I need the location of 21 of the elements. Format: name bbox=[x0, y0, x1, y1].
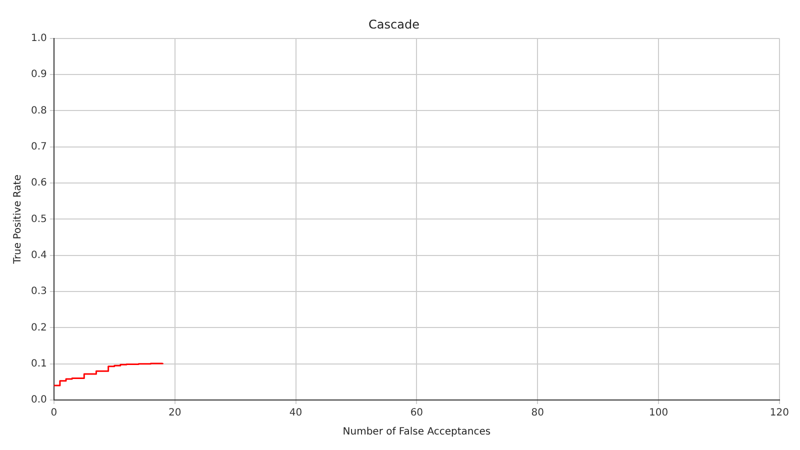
x-tick-label: 120 bbox=[770, 408, 790, 419]
y-tick-label: 0.9 bbox=[30, 69, 47, 80]
x-tick-label: 60 bbox=[410, 408, 424, 419]
x-tick-label: 80 bbox=[531, 408, 544, 419]
y-tick-label: 0.2 bbox=[30, 322, 47, 334]
y-tick-label: 0.6 bbox=[30, 178, 47, 189]
y-axis-title: True Positive Rate bbox=[12, 174, 24, 265]
x-tick-label: 0 bbox=[50, 408, 58, 419]
y-tick-label: 0.0 bbox=[30, 394, 47, 406]
chart-title: Cascade bbox=[368, 17, 420, 32]
y-tick-label: 0.3 bbox=[30, 286, 47, 298]
x-tick-label: 40 bbox=[289, 408, 302, 419]
y-tick-label: 0.5 bbox=[30, 214, 47, 225]
x-tick-label: 100 bbox=[648, 408, 668, 419]
y-tick-label: 0.4 bbox=[30, 250, 47, 261]
y-tick-label: 0.1 bbox=[30, 358, 47, 370]
x-axis-title: Number of False Acceptances bbox=[342, 426, 491, 438]
y-tick-label: 1.0 bbox=[30, 32, 47, 44]
y-tick-label: 0.8 bbox=[30, 105, 47, 116]
y-tick-label: 0.7 bbox=[30, 141, 47, 152]
x-tick-label: 20 bbox=[168, 408, 182, 419]
